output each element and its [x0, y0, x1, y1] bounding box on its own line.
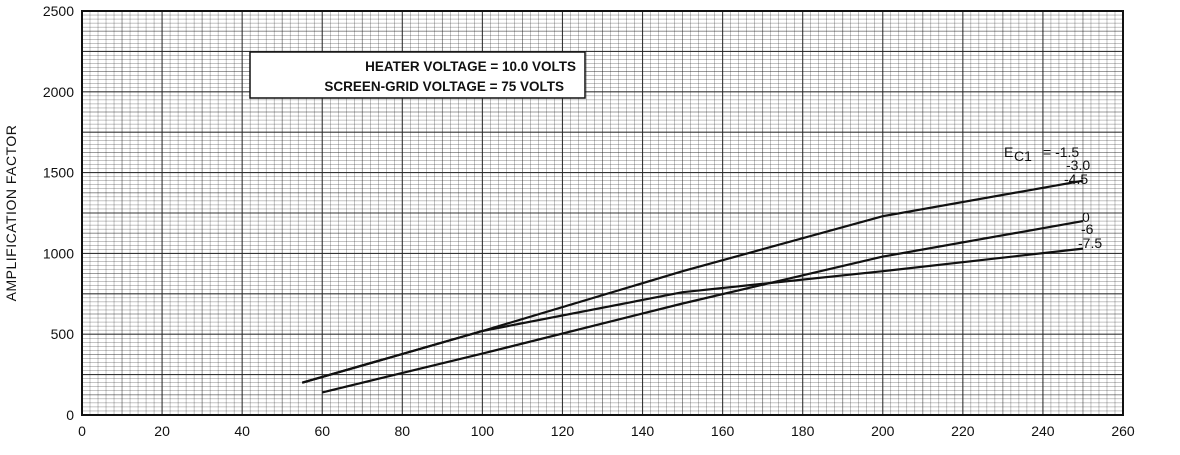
curve-label-subscript: C1	[1014, 148, 1032, 164]
x-tick-label: 160	[711, 423, 735, 439]
x-tick-label: 60	[314, 423, 330, 439]
x-tick-label: 40	[234, 423, 250, 439]
x-tick-label: 100	[471, 423, 495, 439]
x-tick-label: 140	[631, 423, 655, 439]
x-tick-label: 0	[78, 423, 86, 439]
x-tick-label: 200	[871, 423, 895, 439]
x-tick-label: 20	[154, 423, 170, 439]
y-tick-label: 0	[66, 407, 74, 423]
y-tick-label: 2000	[43, 84, 74, 100]
x-tick-label: 80	[395, 423, 411, 439]
x-tick-label: 220	[951, 423, 975, 439]
x-tick-label: 260	[1111, 423, 1135, 439]
series-label: -4.5	[1064, 171, 1088, 187]
y-tick-label: 2500	[43, 3, 74, 19]
curve-label-prefix: E	[1004, 144, 1013, 160]
annotation-line-2: SCREEN-GRID VOLTAGE = 75 VOLTS	[324, 79, 564, 94]
y-tick-label: 500	[51, 326, 75, 342]
x-tick-label: 120	[551, 423, 575, 439]
y-tick-label: 1500	[43, 165, 74, 181]
annotation-box: HEATER VOLTAGE = 10.0 VOLTS SCREEN-GRID …	[250, 52, 585, 98]
annotation-line-1: HEATER VOLTAGE = 10.0 VOLTS	[365, 59, 576, 74]
y-axis-title: AMPLIFICATION FACTOR	[3, 125, 19, 302]
series-label: -7.5	[1078, 235, 1102, 251]
x-tick-label: 180	[791, 423, 815, 439]
x-tick-label: 240	[1031, 423, 1055, 439]
y-tick-label: 1000	[43, 245, 74, 261]
grid	[82, 11, 1123, 415]
